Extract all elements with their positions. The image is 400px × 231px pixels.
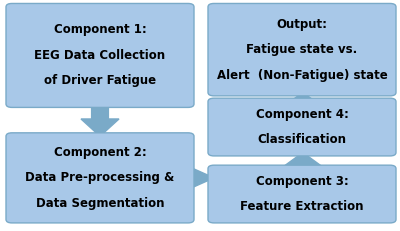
Polygon shape [284,92,322,106]
Text: Feature Extraction: Feature Extraction [240,200,364,213]
Text: Component 2:: Component 2: [54,146,146,159]
Polygon shape [188,168,214,188]
Polygon shape [284,152,322,169]
Text: Output:: Output: [276,18,328,31]
Text: Data Pre-processing &: Data Pre-processing & [25,171,175,184]
Text: Data Segmentation: Data Segmentation [36,197,164,210]
Text: Fatigue state vs.: Fatigue state vs. [246,43,358,56]
Text: Component 1:: Component 1: [54,23,146,36]
FancyBboxPatch shape [6,3,194,107]
Text: Classification: Classification [258,133,346,146]
Text: Alert  (Non-Fatigue) state: Alert (Non-Fatigue) state [217,69,387,82]
Text: Component 3:: Component 3: [256,175,348,188]
FancyBboxPatch shape [208,3,396,96]
Text: EEG Data Collection: EEG Data Collection [34,49,166,62]
FancyBboxPatch shape [6,133,194,223]
Text: of Driver Fatigue: of Driver Fatigue [44,74,156,88]
Polygon shape [81,104,119,136]
FancyBboxPatch shape [208,98,396,156]
FancyBboxPatch shape [208,165,396,223]
Text: Component 4:: Component 4: [256,108,348,121]
